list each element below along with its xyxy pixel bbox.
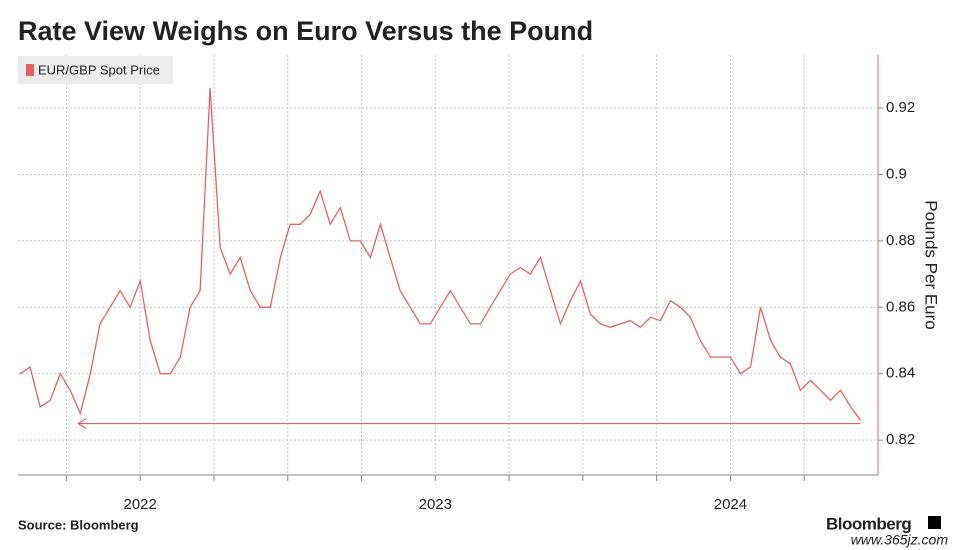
- y-axis-label: Pounds Per Euro: [922, 200, 941, 329]
- legend-swatch: [26, 64, 34, 76]
- x-tick-label: 2023: [419, 496, 452, 513]
- x-tick-label: 2022: [123, 496, 156, 513]
- source: Source: Bloomberg: [18, 517, 139, 532]
- annotation-arrowhead: [77, 418, 87, 430]
- brand-icon: [928, 516, 941, 529]
- y-tick-label: 0.86: [886, 298, 915, 315]
- y-tick-label: 0.9: [886, 165, 907, 182]
- y-tick-label: 0.88: [886, 232, 915, 249]
- legend-box: [18, 56, 173, 84]
- legend-label: EUR/GBP Spot Price: [38, 62, 160, 77]
- chart-title: Rate View Weighs on Euro Versus the Poun…: [18, 16, 593, 46]
- legend: EUR/GBP Spot Price: [18, 56, 173, 84]
- y-tick-label: 0.84: [886, 365, 915, 382]
- watermark: www.365jz.com: [851, 532, 949, 548]
- series-line: [19, 88, 862, 421]
- y-tick-label: 0.92: [886, 99, 915, 116]
- brand: Bloomberg: [826, 514, 911, 533]
- y-tick-label: 0.82: [886, 431, 915, 448]
- x-tick-label: 2024: [714, 496, 747, 513]
